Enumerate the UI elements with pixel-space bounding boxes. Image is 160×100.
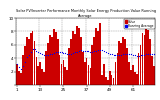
Bar <box>64 67 66 85</box>
Bar <box>36 57 37 85</box>
Bar <box>49 35 51 85</box>
Bar <box>105 77 107 85</box>
Bar <box>41 69 43 85</box>
Bar <box>118 41 120 85</box>
Bar <box>120 44 122 85</box>
Bar <box>22 55 24 85</box>
Bar <box>51 37 53 85</box>
Bar <box>116 53 118 85</box>
Bar <box>103 64 105 85</box>
Bar <box>66 70 68 85</box>
Bar <box>78 28 80 85</box>
Title: Solar PV/Inverter Performance Monthly Solar Energy Production Value Running Aver: Solar PV/Inverter Performance Monthly So… <box>16 9 156 18</box>
Bar <box>63 60 64 85</box>
Bar <box>122 37 124 85</box>
Bar <box>39 62 41 85</box>
Bar <box>145 28 147 85</box>
Bar <box>115 62 116 85</box>
Bar <box>55 32 57 85</box>
Bar <box>93 37 95 85</box>
Bar <box>136 74 138 85</box>
Bar <box>72 31 74 85</box>
Bar <box>82 52 84 85</box>
Bar <box>34 41 35 85</box>
Bar <box>80 37 82 85</box>
Bar <box>109 71 111 85</box>
Bar <box>76 26 78 85</box>
Bar <box>84 62 85 85</box>
Bar <box>43 72 45 85</box>
Bar <box>68 48 70 85</box>
Bar <box>95 28 97 85</box>
Bar <box>59 55 60 85</box>
Bar <box>47 43 49 85</box>
Bar <box>130 70 132 85</box>
Bar <box>149 39 151 85</box>
Bar <box>138 53 140 85</box>
Bar <box>26 37 28 85</box>
Bar <box>97 31 99 85</box>
Bar <box>142 33 143 85</box>
Bar <box>37 66 39 85</box>
Bar <box>111 75 112 85</box>
Bar <box>88 65 89 85</box>
Legend: Value, Running Average: Value, Running Average <box>124 19 155 29</box>
Bar <box>16 64 18 85</box>
Bar <box>153 66 155 85</box>
Bar <box>132 65 134 85</box>
Bar <box>128 62 130 85</box>
Bar <box>70 39 72 85</box>
Bar <box>144 35 145 85</box>
Bar <box>151 56 153 85</box>
Bar <box>74 34 76 85</box>
Bar <box>124 39 126 85</box>
Bar <box>134 72 136 85</box>
Bar <box>30 33 32 85</box>
Bar <box>18 71 20 85</box>
Bar <box>147 30 149 85</box>
Bar <box>90 68 91 85</box>
Bar <box>57 39 59 85</box>
Bar <box>107 80 109 85</box>
Bar <box>32 31 33 85</box>
Bar <box>45 51 47 85</box>
Bar <box>113 78 114 85</box>
Bar <box>99 23 101 85</box>
Bar <box>140 45 141 85</box>
Bar <box>101 75 103 85</box>
Bar <box>61 64 62 85</box>
Bar <box>126 48 128 85</box>
Bar <box>20 73 22 85</box>
Bar <box>24 46 26 85</box>
Bar <box>86 57 87 85</box>
Bar <box>53 29 55 85</box>
Bar <box>92 46 93 85</box>
Bar <box>28 39 30 85</box>
